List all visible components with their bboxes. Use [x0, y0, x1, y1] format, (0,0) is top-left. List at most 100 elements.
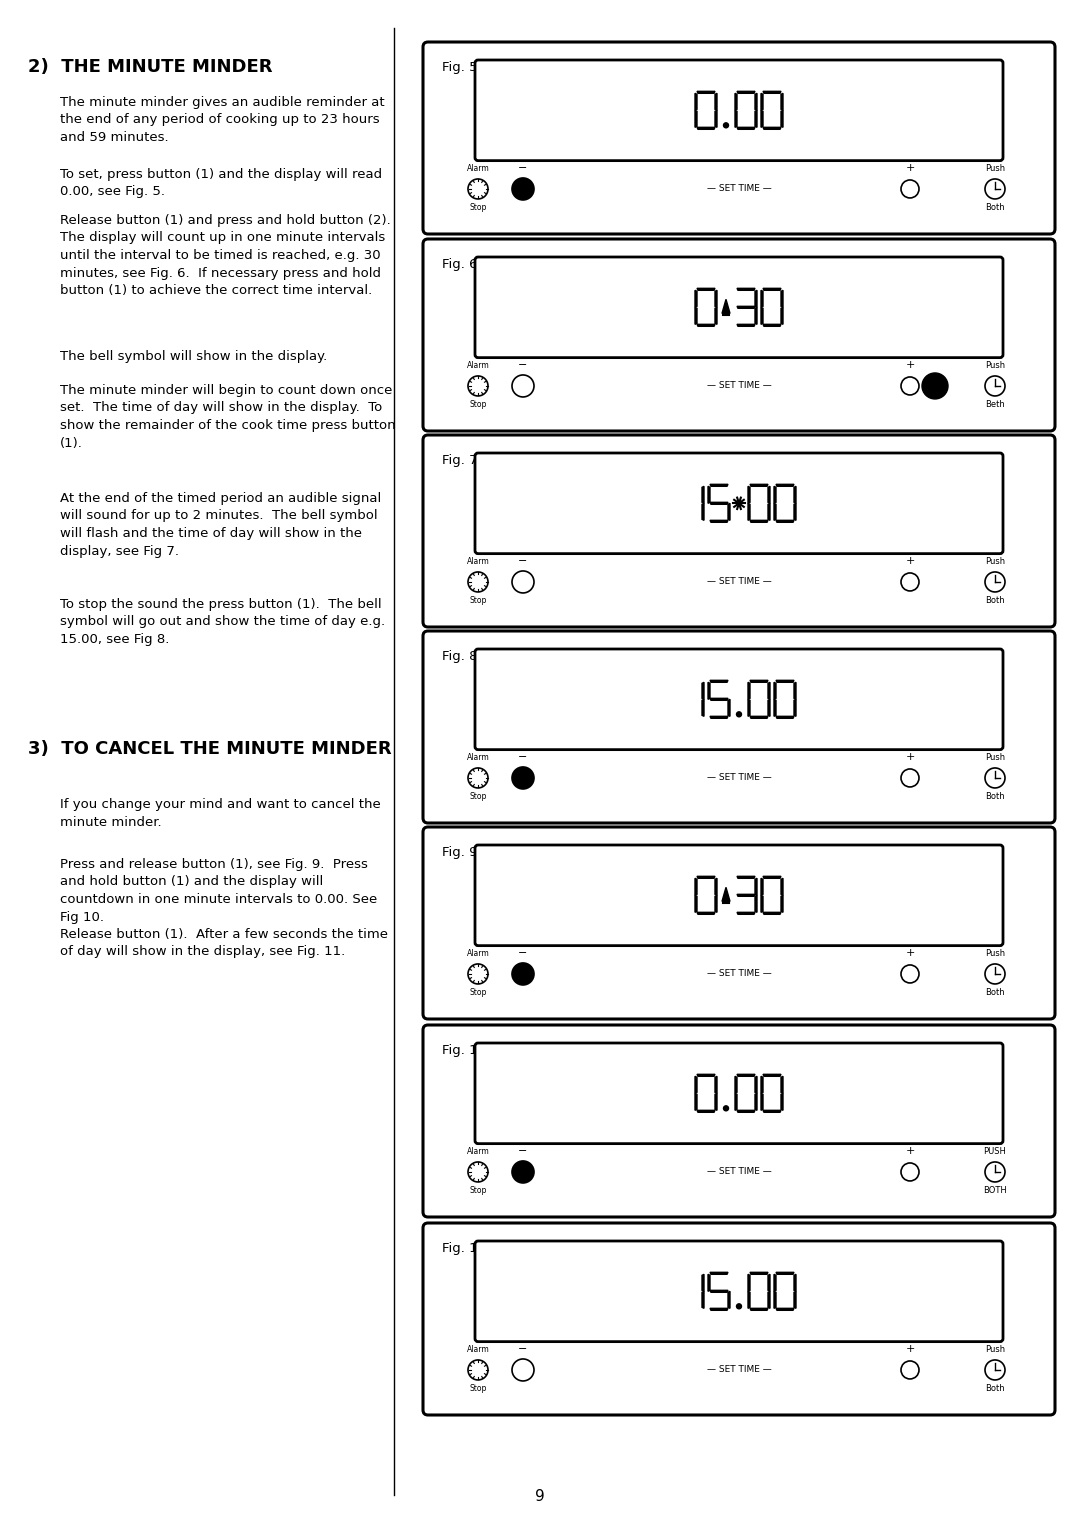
Text: Fig. 5.: Fig. 5.	[442, 61, 482, 73]
Text: Both: Both	[985, 792, 1004, 801]
Polygon shape	[794, 503, 796, 521]
Polygon shape	[781, 93, 783, 110]
Text: −: −	[518, 947, 528, 958]
Polygon shape	[748, 486, 750, 503]
Polygon shape	[702, 503, 704, 521]
Polygon shape	[696, 1076, 697, 1094]
Polygon shape	[768, 1274, 770, 1291]
Polygon shape	[794, 1274, 796, 1291]
Polygon shape	[755, 290, 757, 307]
Polygon shape	[715, 93, 717, 110]
Text: Alarm: Alarm	[467, 949, 489, 958]
Text: Press and release button (1), see Fig. 9.  Press
and hold button (1) and the dis: Press and release button (1), see Fig. 9…	[60, 859, 388, 958]
Polygon shape	[774, 700, 777, 717]
Text: Alarm: Alarm	[467, 558, 489, 565]
Text: Fig. 6.: Fig. 6.	[442, 258, 482, 270]
FancyBboxPatch shape	[423, 1025, 1055, 1216]
Polygon shape	[755, 879, 757, 895]
Polygon shape	[774, 683, 777, 700]
Polygon shape	[710, 1290, 728, 1293]
Circle shape	[724, 122, 729, 128]
Text: Push: Push	[985, 753, 1005, 762]
Polygon shape	[737, 1074, 755, 1076]
FancyBboxPatch shape	[475, 60, 1003, 160]
Circle shape	[468, 964, 488, 984]
Polygon shape	[702, 1274, 704, 1291]
Polygon shape	[762, 1111, 781, 1112]
Circle shape	[512, 374, 534, 397]
Polygon shape	[710, 1308, 728, 1311]
Text: Beth: Beth	[985, 400, 1004, 410]
Text: — SET TIME —: — SET TIME —	[706, 773, 771, 782]
Polygon shape	[781, 879, 783, 895]
Circle shape	[468, 1360, 488, 1380]
Polygon shape	[777, 1308, 794, 1311]
Text: If you change your mind and want to cancel the
minute minder.: If you change your mind and want to canc…	[60, 798, 381, 828]
Text: −: −	[518, 163, 528, 173]
Polygon shape	[710, 484, 728, 486]
Circle shape	[985, 769, 1005, 788]
Polygon shape	[702, 1291, 704, 1308]
Circle shape	[985, 964, 1005, 984]
Text: Stop: Stop	[470, 1384, 487, 1394]
Polygon shape	[761, 879, 762, 895]
Polygon shape	[750, 484, 768, 486]
Text: — SET TIME —: — SET TIME —	[706, 185, 771, 194]
Polygon shape	[735, 1076, 737, 1094]
Polygon shape	[777, 717, 794, 718]
Polygon shape	[762, 912, 781, 914]
Polygon shape	[781, 895, 783, 912]
Circle shape	[468, 179, 488, 199]
Circle shape	[468, 769, 488, 788]
Text: 9: 9	[535, 1488, 545, 1504]
Circle shape	[901, 769, 919, 787]
Text: +: +	[905, 1345, 915, 1354]
Polygon shape	[761, 1076, 762, 1094]
Text: — SET TIME —: — SET TIME —	[706, 382, 771, 391]
Text: 3)  TO CANCEL THE MINUTE MINDER: 3) TO CANCEL THE MINUTE MINDER	[28, 740, 392, 758]
Polygon shape	[761, 1094, 762, 1111]
Text: Alarm: Alarm	[467, 1345, 489, 1354]
Polygon shape	[774, 1291, 777, 1308]
Polygon shape	[748, 503, 750, 521]
Text: +: +	[905, 163, 915, 173]
Text: Stop: Stop	[470, 596, 487, 605]
Circle shape	[901, 180, 919, 199]
Text: +: +	[905, 556, 915, 565]
Polygon shape	[774, 1274, 777, 1291]
Text: −: −	[518, 1345, 528, 1354]
Polygon shape	[761, 895, 762, 912]
Polygon shape	[794, 683, 796, 700]
Polygon shape	[735, 110, 737, 127]
Text: — SET TIME —: — SET TIME —	[706, 1366, 771, 1375]
Circle shape	[737, 712, 742, 717]
Polygon shape	[768, 683, 770, 700]
Circle shape	[922, 373, 948, 399]
Polygon shape	[710, 698, 728, 700]
Text: Alarm: Alarm	[467, 361, 489, 370]
Text: PUSH: PUSH	[984, 1148, 1007, 1157]
Polygon shape	[702, 486, 704, 503]
Circle shape	[512, 571, 534, 593]
Polygon shape	[750, 521, 768, 523]
Polygon shape	[794, 700, 796, 717]
Circle shape	[468, 376, 488, 396]
Circle shape	[985, 1360, 1005, 1380]
Polygon shape	[710, 1273, 728, 1274]
Polygon shape	[755, 93, 757, 110]
Text: The minute minder gives an audible reminder at
the end of any period of cooking : The minute minder gives an audible remin…	[60, 96, 384, 144]
Polygon shape	[715, 879, 717, 895]
Polygon shape	[715, 1094, 717, 1111]
FancyBboxPatch shape	[423, 435, 1055, 626]
Circle shape	[512, 767, 534, 788]
Polygon shape	[696, 1094, 697, 1111]
Polygon shape	[696, 307, 697, 324]
Text: Both: Both	[985, 1384, 1004, 1394]
Polygon shape	[777, 1273, 794, 1274]
FancyBboxPatch shape	[475, 452, 1003, 553]
FancyBboxPatch shape	[423, 827, 1055, 1019]
Text: Stop: Stop	[470, 203, 487, 212]
Polygon shape	[762, 92, 781, 93]
Circle shape	[985, 1161, 1005, 1183]
Circle shape	[985, 571, 1005, 591]
